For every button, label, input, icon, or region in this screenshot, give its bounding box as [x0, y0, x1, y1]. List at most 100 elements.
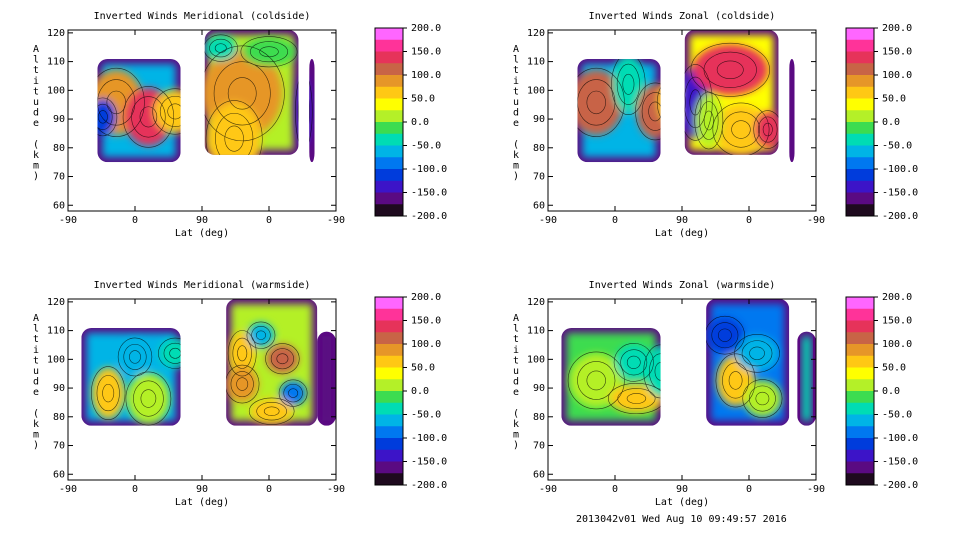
contour-base: [322, 336, 331, 421]
contour-line: [133, 380, 164, 417]
contour-lines: [567, 315, 783, 418]
contour-line: [741, 340, 773, 367]
y-tick-label: 70: [53, 172, 65, 183]
contour-line: [620, 349, 648, 376]
colorbar-tick-label: 200.0: [411, 292, 441, 303]
contour-line: [278, 379, 308, 407]
y-axis-label-char: A: [33, 313, 39, 324]
colorbar-tick-label: 100.0: [411, 70, 441, 81]
colorbar-swatch: [846, 75, 874, 88]
y-axis-label-char: (: [513, 408, 519, 419]
x-tick-label: -90: [807, 215, 825, 226]
contour-line: [117, 337, 153, 377]
contour-line: [703, 51, 757, 88]
colorbar-swatch: [375, 320, 403, 333]
colorbar-swatch: [375, 51, 403, 64]
y-axis-label-char: u: [513, 97, 519, 108]
y-axis-label-char: t: [513, 355, 519, 366]
colorbar-swatch: [846, 402, 874, 415]
y-tick-label: 80: [533, 412, 545, 423]
x-tick-label: 90: [676, 215, 688, 226]
contour-line: [622, 73, 635, 95]
contour-line: [716, 60, 744, 79]
y-axis-label-char: A: [513, 313, 519, 324]
colorbar-swatch: [846, 86, 874, 99]
y-tick-label: 90: [53, 114, 65, 125]
contour-line: [661, 86, 681, 118]
contour-line: [236, 377, 249, 391]
colorbar-swatch: [375, 169, 403, 182]
colorbar-swatch: [375, 39, 403, 52]
x-tick-label: 90: [196, 215, 208, 226]
contour-line: [626, 355, 641, 369]
contour-line: [213, 61, 271, 126]
colorbar-swatch: [375, 332, 403, 345]
colorbar-tick-label: 100.0: [882, 70, 912, 81]
colorbar-tick-label: 50.0: [411, 363, 435, 374]
x-tick-label: -90: [59, 215, 77, 226]
contour-line: [97, 110, 108, 124]
y-axis-label-char: e: [33, 118, 39, 129]
y-tick-label: 90: [533, 383, 545, 394]
x-axis-label: Lat (deg): [655, 228, 709, 239]
contour-line: [703, 110, 714, 131]
contour-line: [232, 337, 252, 369]
colorbar-swatch: [846, 391, 874, 404]
y-axis-label-char: d: [513, 377, 519, 388]
colorbar-tick-label: -100.0: [411, 164, 447, 175]
x-tick-label: -90: [327, 484, 345, 495]
contour-line: [567, 351, 625, 410]
y-tick-label: 100: [47, 85, 65, 96]
colorbar-tick-label: 50.0: [411, 94, 435, 105]
colorbar-swatch: [846, 157, 874, 170]
colorbar-tick-label: -100.0: [882, 433, 918, 444]
y-axis-label-char: t: [513, 86, 519, 97]
x-axis-label: Lat (deg): [655, 497, 709, 508]
colorbar-swatch: [846, 344, 874, 357]
contour-line: [728, 371, 743, 390]
contour-line: [265, 343, 300, 375]
colorbar-swatch: [846, 28, 874, 41]
contour-line: [91, 366, 126, 421]
colorbar-tick-label: 200.0: [882, 292, 912, 303]
contour-field: [81, 299, 336, 426]
y-axis-label-char: e: [513, 118, 519, 129]
y-axis-label-char: t: [33, 65, 39, 76]
y-axis-label-char: m: [513, 430, 519, 441]
colorbar-swatch: [846, 332, 874, 345]
y-tick-label: 120: [47, 28, 65, 39]
x-tick-label: 0: [132, 215, 138, 226]
colorbar-tick-label: 0.0: [411, 386, 429, 397]
colorbar-swatch: [846, 51, 874, 64]
contour-line: [131, 96, 166, 138]
x-tick-label: 0: [612, 215, 618, 226]
colorbar-tick-label: -150.0: [882, 457, 918, 468]
contour-line: [214, 43, 227, 53]
colorbar-swatch: [846, 98, 874, 111]
contour-field: [561, 299, 816, 426]
contour-line: [227, 77, 257, 110]
y-tick-label: 110: [527, 57, 545, 68]
y-tick-label: 110: [47, 57, 65, 68]
y-axis-label-char: k: [33, 419, 39, 430]
contour-line: [215, 112, 254, 163]
contour-line: [240, 36, 298, 68]
colorbar-swatch: [846, 297, 874, 310]
colorbar-tick-label: 0.0: [882, 117, 900, 128]
contour-line: [617, 388, 656, 409]
y-axis-label-char: m: [33, 161, 39, 172]
chart-title: Inverted Winds Meridional (coldside): [94, 11, 311, 22]
contour-line: [205, 100, 263, 163]
contour-line: [626, 393, 647, 404]
colorbar-swatch: [375, 308, 403, 321]
x-tick-label: -90: [539, 484, 557, 495]
y-tick-label: 80: [53, 143, 65, 154]
colorbar-swatch: [846, 308, 874, 321]
contour-line: [106, 90, 126, 115]
contour-line: [102, 383, 115, 403]
contour-line: [209, 38, 233, 58]
contour-field: [577, 30, 795, 163]
y-tick-label: 110: [527, 326, 545, 337]
